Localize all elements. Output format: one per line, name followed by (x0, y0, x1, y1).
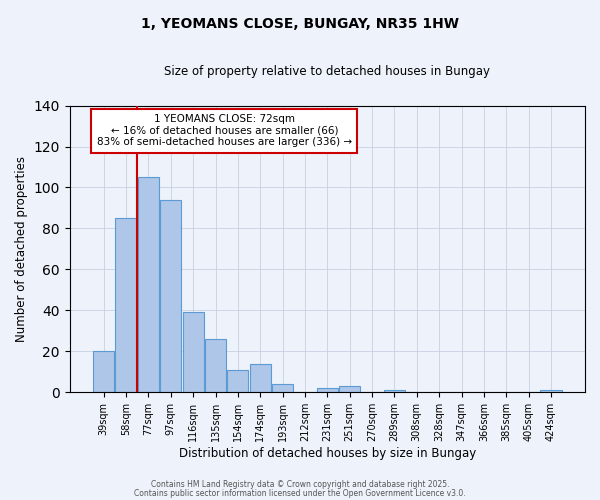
Bar (384, 390, 405, 392)
Bar (160, 200, 181, 392)
Bar (182, 312, 204, 392)
Y-axis label: Number of detached properties: Number of detached properties (15, 156, 28, 342)
Text: Contains public sector information licensed under the Open Government Licence v3: Contains public sector information licen… (134, 489, 466, 498)
Bar (317, 388, 338, 392)
Bar (227, 370, 248, 392)
Text: 1, YEOMANS CLOSE, BUNGAY, NR35 1HW: 1, YEOMANS CLOSE, BUNGAY, NR35 1HW (141, 18, 459, 32)
X-axis label: Distribution of detached houses by size in Bungay: Distribution of detached houses by size … (179, 447, 476, 460)
Title: Size of property relative to detached houses in Bungay: Size of property relative to detached ho… (164, 65, 490, 78)
Bar (115, 218, 137, 392)
Text: Contains HM Land Registry data © Crown copyright and database right 2025.: Contains HM Land Registry data © Crown c… (151, 480, 449, 489)
Bar (339, 386, 361, 392)
Text: 1 YEOMANS CLOSE: 72sqm
← 16% of detached houses are smaller (66)
83% of semi-det: 1 YEOMANS CLOSE: 72sqm ← 16% of detached… (97, 114, 352, 148)
Bar (272, 384, 293, 392)
Bar (205, 339, 226, 392)
Bar (138, 178, 159, 392)
Bar (541, 390, 562, 392)
Bar (250, 364, 271, 392)
Bar (93, 352, 115, 393)
